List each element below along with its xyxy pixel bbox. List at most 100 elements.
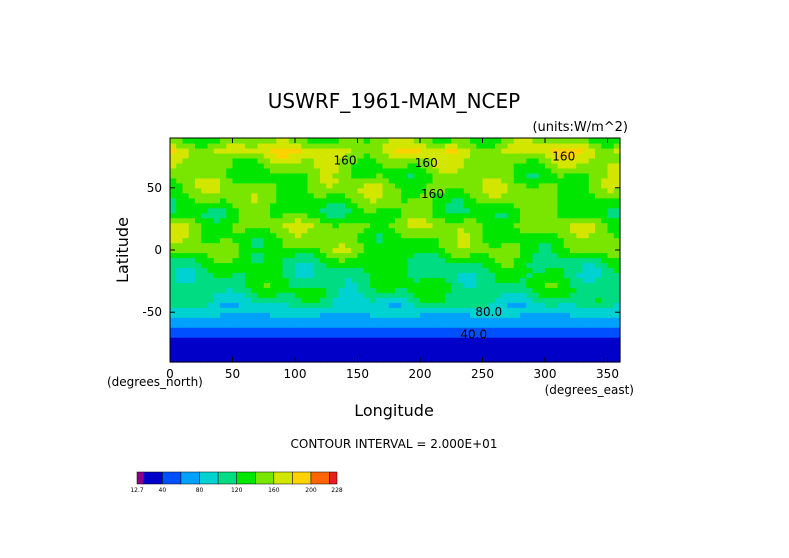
heatmap-cell bbox=[463, 237, 471, 244]
heatmap-cell bbox=[376, 252, 384, 259]
heatmap-cell bbox=[495, 187, 502, 194]
heatmap-cell bbox=[495, 332, 502, 338]
heatmap-cell bbox=[445, 297, 452, 303]
heatmap-cell bbox=[570, 342, 577, 348]
heatmap-cell bbox=[370, 332, 377, 338]
heatmap-cell bbox=[220, 207, 227, 214]
heatmap-cell bbox=[226, 207, 234, 214]
heatmap-cell bbox=[301, 172, 309, 179]
heatmap-cell bbox=[613, 282, 621, 288]
heatmap-cell bbox=[313, 337, 321, 343]
x-tick-label: 250 bbox=[471, 367, 494, 381]
heatmap-cell bbox=[207, 247, 215, 254]
heatmap-cell bbox=[482, 187, 490, 194]
heatmap-cell bbox=[388, 317, 396, 323]
heatmap-cell bbox=[301, 332, 309, 338]
heatmap-cell bbox=[470, 282, 477, 288]
heatmap-cell bbox=[457, 172, 465, 179]
heatmap-cell bbox=[407, 317, 415, 323]
heatmap-cell bbox=[176, 337, 184, 343]
heatmap-cell bbox=[176, 247, 184, 254]
heatmap-cell bbox=[195, 177, 202, 184]
heatmap-cell bbox=[563, 322, 571, 328]
chart-units: (units:W/m^2) bbox=[532, 120, 628, 135]
heatmap-cell bbox=[201, 247, 209, 254]
heatmap-cell bbox=[563, 212, 571, 219]
heatmap-cell bbox=[576, 272, 584, 278]
heatmap-cell bbox=[376, 222, 384, 229]
heatmap-cell bbox=[251, 167, 259, 174]
heatmap-cell bbox=[526, 202, 534, 209]
heatmap-cell bbox=[345, 202, 352, 209]
heatmap-cell bbox=[607, 247, 615, 254]
heatmap-cell bbox=[288, 282, 296, 288]
heatmap-cell bbox=[507, 357, 515, 363]
heatmap-cell bbox=[195, 262, 202, 269]
heatmap-cell bbox=[526, 182, 534, 189]
heatmap-cell bbox=[376, 187, 384, 194]
heatmap-cell bbox=[176, 202, 184, 209]
heatmap-cell bbox=[270, 197, 277, 204]
heatmap-cell bbox=[251, 352, 259, 358]
heatmap-cell bbox=[445, 177, 452, 184]
heatmap-cell bbox=[451, 357, 459, 363]
heatmap-cell bbox=[226, 192, 234, 199]
heatmap-cell bbox=[538, 252, 546, 259]
heatmap-cell bbox=[332, 142, 340, 149]
heatmap-cell bbox=[326, 217, 334, 224]
heatmap-cell bbox=[476, 152, 484, 159]
heatmap-cell bbox=[357, 357, 365, 363]
heatmap-cell bbox=[232, 162, 240, 169]
heatmap-cell bbox=[513, 172, 521, 179]
heatmap-cell bbox=[288, 182, 296, 189]
heatmap-cell bbox=[426, 138, 434, 144]
heatmap-cell bbox=[432, 182, 440, 189]
heatmap-cell bbox=[557, 192, 565, 199]
heatmap-cell bbox=[213, 192, 221, 199]
heatmap-cell bbox=[582, 187, 590, 194]
heatmap-cell bbox=[395, 307, 402, 313]
heatmap-cell bbox=[288, 172, 296, 179]
heatmap-cell bbox=[276, 142, 284, 149]
heatmap-cell bbox=[207, 162, 215, 169]
heatmap-cell bbox=[238, 282, 246, 288]
heatmap-cell bbox=[351, 312, 359, 318]
heatmap-cell bbox=[207, 252, 215, 259]
heatmap-cell bbox=[245, 187, 252, 194]
heatmap-cell bbox=[295, 357, 302, 363]
heatmap-cell bbox=[407, 352, 415, 358]
heatmap-cell bbox=[251, 172, 259, 179]
heatmap-cell bbox=[420, 192, 427, 199]
heatmap-cell bbox=[413, 302, 421, 308]
heatmap-cell bbox=[388, 262, 396, 269]
heatmap-cell bbox=[432, 202, 440, 209]
colorbar-swatch bbox=[292, 471, 312, 485]
heatmap-cell bbox=[457, 277, 465, 283]
heatmap-cell bbox=[532, 202, 540, 209]
heatmap-cell bbox=[507, 322, 515, 328]
heatmap-cell bbox=[588, 302, 596, 308]
heatmap-cell bbox=[563, 197, 571, 204]
heatmap-cell bbox=[470, 162, 477, 169]
heatmap-cell bbox=[582, 207, 590, 214]
heatmap-cell bbox=[557, 337, 565, 343]
heatmap-cell bbox=[245, 307, 252, 313]
heatmap-cell bbox=[495, 352, 502, 358]
heatmap-cell bbox=[295, 282, 302, 288]
heatmap-cell bbox=[532, 307, 540, 313]
heatmap-cell bbox=[257, 187, 265, 194]
heatmap-cell bbox=[213, 257, 221, 264]
heatmap-cell bbox=[176, 272, 184, 278]
heatmap-cell bbox=[170, 207, 177, 214]
heatmap-cell bbox=[345, 197, 352, 204]
heatmap-cell bbox=[526, 317, 534, 323]
heatmap-cell bbox=[413, 192, 421, 199]
heatmap-cell bbox=[176, 182, 184, 189]
heatmap-cell bbox=[582, 252, 590, 259]
heatmap-cell bbox=[538, 327, 546, 333]
heatmap-cell bbox=[488, 332, 496, 338]
heatmap-cell bbox=[332, 327, 340, 333]
heatmap-cell bbox=[170, 237, 177, 244]
heatmap-cell bbox=[413, 277, 421, 283]
heatmap-cell bbox=[251, 217, 259, 224]
